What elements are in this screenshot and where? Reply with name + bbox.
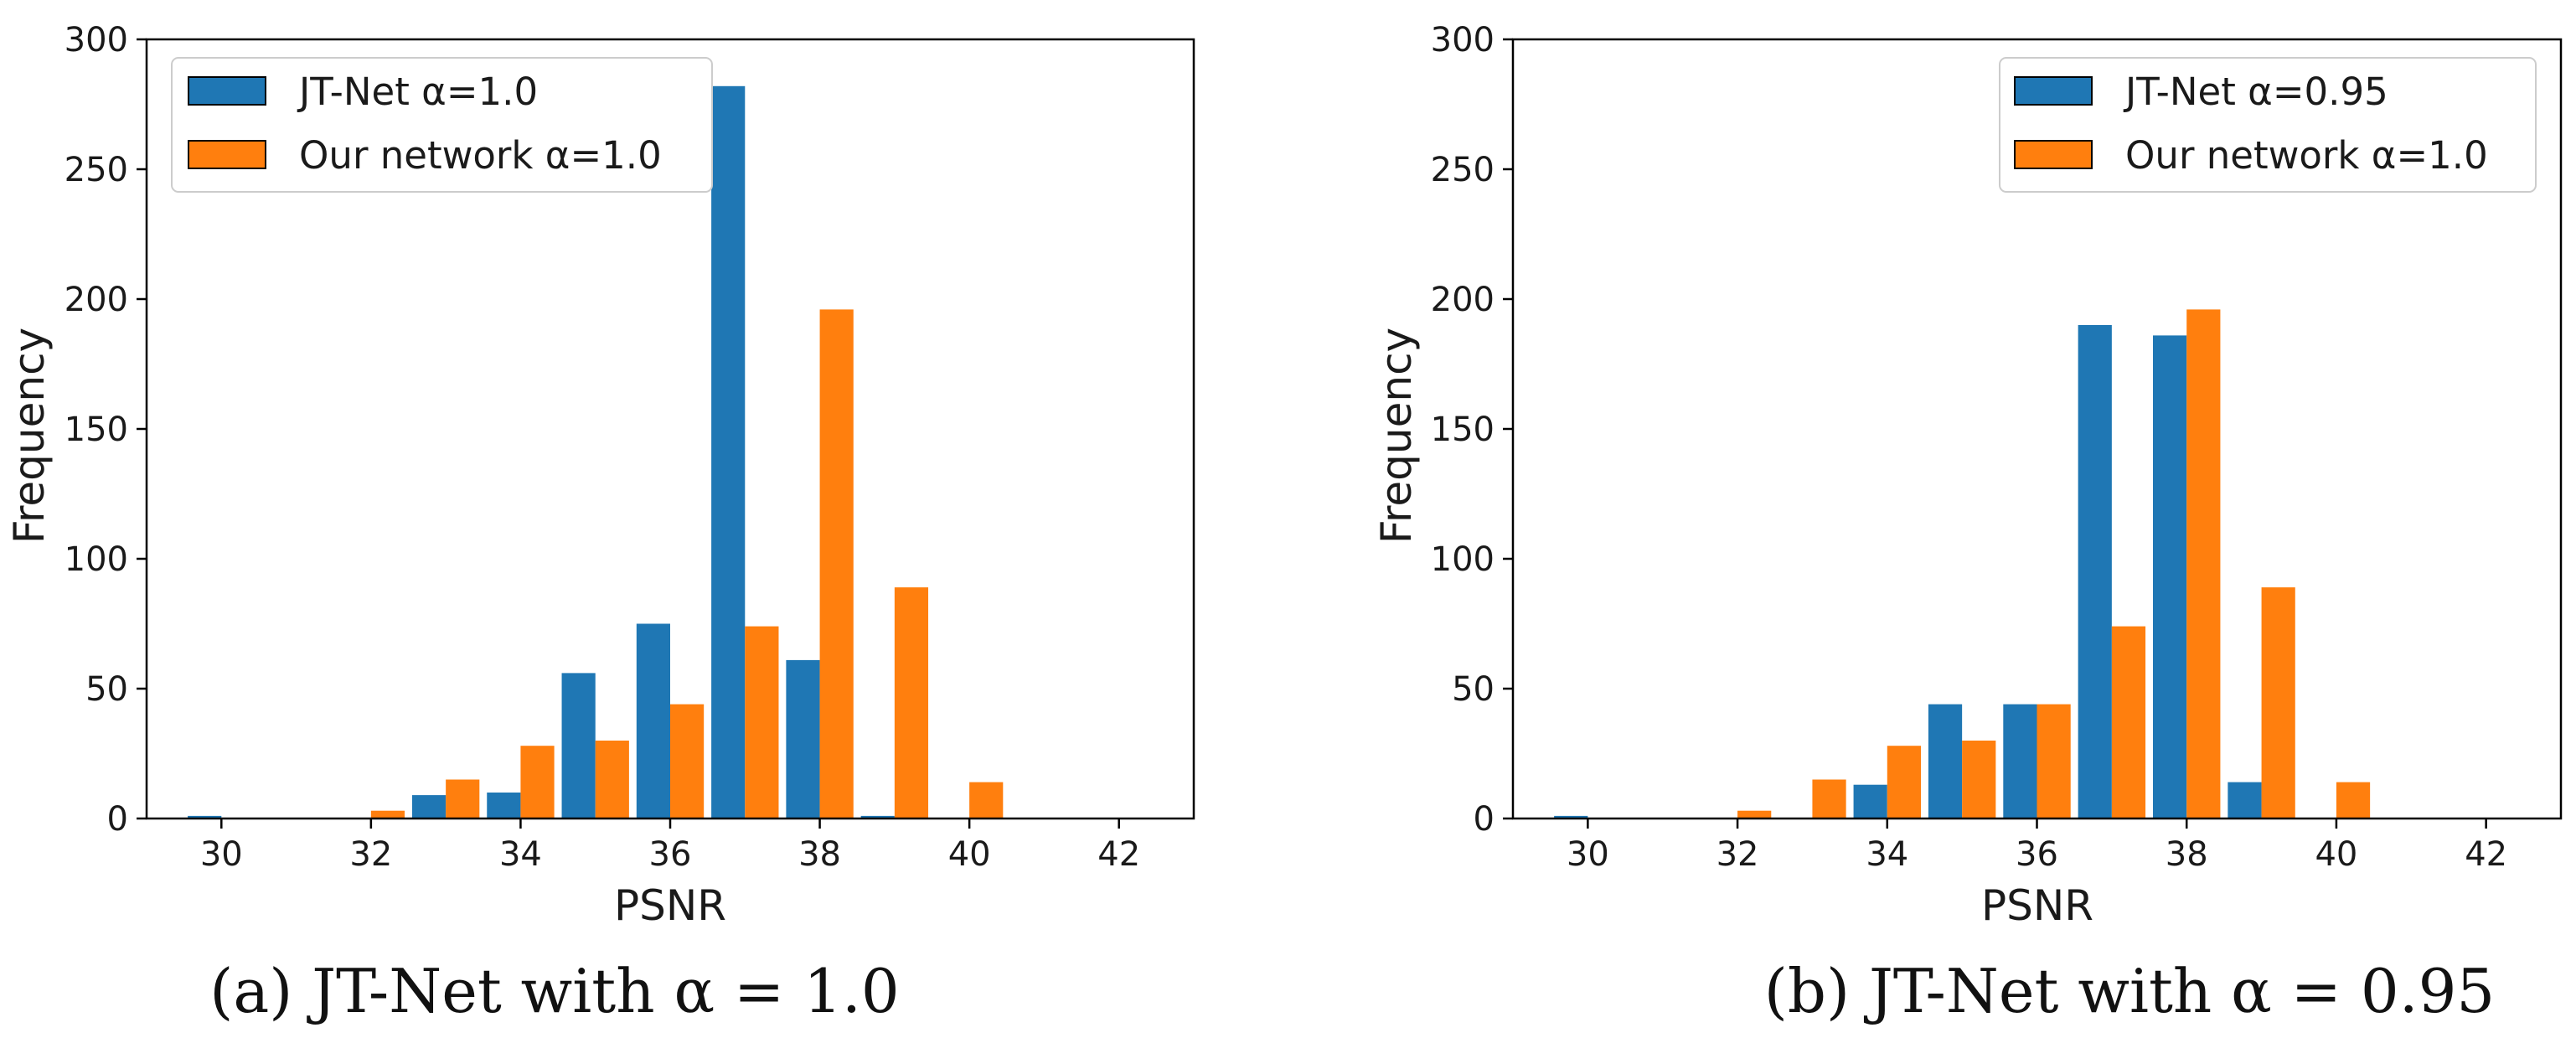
bar-series-2-psnr-33	[446, 779, 480, 819]
bar-series-1-psnr-30	[188, 815, 222, 819]
x-tick-label-36: 36	[649, 835, 692, 874]
bar-series-1-psnr-37	[2078, 325, 2112, 819]
chart-a-legend-box	[171, 57, 713, 193]
bar-series-1-psnr-35	[1928, 704, 1963, 819]
bar-series-1-psnr-39	[2228, 782, 2262, 819]
bar-series-2-psnr-35	[595, 741, 629, 819]
chart-a-bars	[188, 85, 1004, 819]
bar-series-1-psnr-39	[860, 815, 895, 819]
y-tick-label-50: 50	[85, 670, 128, 709]
x-tick-label-32: 32	[349, 835, 392, 874]
bar-series-1-psnr-36	[636, 623, 670, 819]
bar-series-2-psnr-38	[819, 309, 854, 819]
bar-series-1-psnr-37	[711, 85, 746, 819]
bar-series-2-psnr-40	[2336, 782, 2371, 819]
bar-series-2-psnr-33	[1812, 779, 1846, 819]
y-tick-label-100: 100	[1431, 540, 1494, 579]
bar-series-2-psnr-34	[1887, 746, 1921, 819]
bar-series-1-psnr-30	[1554, 815, 1588, 819]
bar-series-2-psnr-32	[370, 810, 405, 819]
chart-a-legend-swatch-1	[188, 76, 266, 106]
chart-b-legend: JT-Net α=0.95 Our network α=1.0	[1999, 57, 2537, 193]
histogram-chart-b: 30 32 34 36 38 40 42 0 50 100 150 200 250 300 PSNR F…	[1372, 21, 2563, 1026]
y-tick-label-250: 250	[1431, 151, 1494, 189]
bar-series-2-psnr-37	[2111, 626, 2146, 819]
x-tick-label-30: 30	[1567, 835, 1609, 874]
chart-a-x-axis-label: PSNR	[614, 881, 726, 930]
bar-series-1-psnr-35	[561, 673, 596, 819]
chart-a-legend-swatch-2	[188, 140, 266, 169]
bar-series-2-psnr-39	[894, 587, 929, 819]
chart-b-legend-label-2: Our network α=1.0	[2125, 133, 2488, 178]
y-tick-label-200: 200	[1431, 281, 1494, 319]
histogram-chart-a: 30 32 34 36 38 40 42 0 50 100 150 200 250 300 PSNR F…	[5, 21, 1195, 1026]
y-tick-label-250: 250	[65, 151, 128, 189]
x-tick-label-30: 30	[200, 835, 243, 874]
y-tick-label-150: 150	[1431, 411, 1494, 449]
bar-series-2-psnr-36	[670, 704, 705, 819]
chart-b-y-axis-label: Frequency	[1372, 328, 1421, 544]
chart-a-legend: JT-Net α=1.0 Our network α=1.0	[171, 57, 713, 193]
bar-series-1-psnr-36	[2003, 704, 2037, 819]
chart-a-legend-label-1: JT-Net α=1.0	[297, 70, 538, 114]
bar-series-1-psnr-34	[1853, 784, 1887, 819]
chart-b-legend-swatch-1	[2014, 76, 2093, 106]
bar-series-2-psnr-32	[1737, 810, 1772, 819]
chart-b-caption: (b) JT-Net with α = 0.95	[1764, 956, 2495, 1026]
bar-series-2-psnr-38	[2186, 309, 2221, 819]
bar-series-1-psnr-33	[411, 795, 447, 819]
y-tick-label-0: 0	[1474, 800, 1494, 839]
y-tick-label-150: 150	[65, 411, 128, 449]
bar-series-1-psnr-38	[2153, 335, 2187, 819]
chart-b-bars	[1554, 309, 2371, 819]
x-tick-label-34: 34	[1866, 835, 1908, 874]
chart-a-y-axis-ticks: 0 50 100 150 200 250 300	[65, 21, 147, 839]
chart-b-x-axis-ticks: 30 32 34 36 38 40 42	[1567, 819, 2507, 874]
chart-b-x-axis-label: PSNR	[1981, 881, 2093, 930]
bar-series-2-psnr-34	[520, 746, 555, 819]
chart-a-legend-label-2: Our network α=1.0	[299, 133, 662, 178]
x-tick-label-42: 42	[1097, 835, 1140, 874]
bar-series-2-psnr-37	[745, 626, 779, 819]
x-tick-label-34: 34	[499, 835, 542, 874]
bar-series-1-psnr-34	[487, 793, 521, 819]
x-tick-label-40: 40	[2315, 835, 2357, 874]
chart-a-caption: (a) JT-Net with α = 1.0	[209, 956, 899, 1026]
bar-series-2-psnr-35	[1962, 741, 1996, 819]
chart-a-x-axis-ticks: 30 32 34 36 38 40 42	[200, 819, 1140, 874]
y-tick-label-0: 0	[107, 800, 128, 839]
y-tick-label-100: 100	[65, 540, 128, 579]
x-tick-label-36: 36	[2016, 835, 2058, 874]
bar-series-2-psnr-39	[2261, 587, 2295, 819]
bar-series-2-psnr-36	[2037, 704, 2071, 819]
x-tick-label-38: 38	[2166, 835, 2208, 874]
chart-b-y-axis-ticks: 0 50 100 150 200 250 300	[1431, 21, 1513, 839]
x-tick-label-40: 40	[948, 835, 991, 874]
y-tick-label-300: 300	[65, 21, 128, 59]
bar-series-1-psnr-38	[786, 659, 820, 819]
chart-a-y-axis-label: Frequency	[5, 328, 54, 544]
y-tick-label-300: 300	[1431, 21, 1494, 59]
chart-b-legend-swatch-2	[2014, 140, 2093, 169]
y-tick-label-50: 50	[1452, 670, 1494, 709]
x-tick-label-42: 42	[2465, 835, 2507, 874]
bar-series-2-psnr-40	[969, 782, 1004, 819]
x-tick-label-38: 38	[798, 835, 841, 874]
y-tick-label-200: 200	[65, 281, 128, 319]
chart-b-legend-box	[1999, 57, 2537, 193]
chart-b-legend-label-1: JT-Net α=0.95	[2123, 70, 2388, 114]
x-tick-label-32: 32	[1716, 835, 1759, 874]
